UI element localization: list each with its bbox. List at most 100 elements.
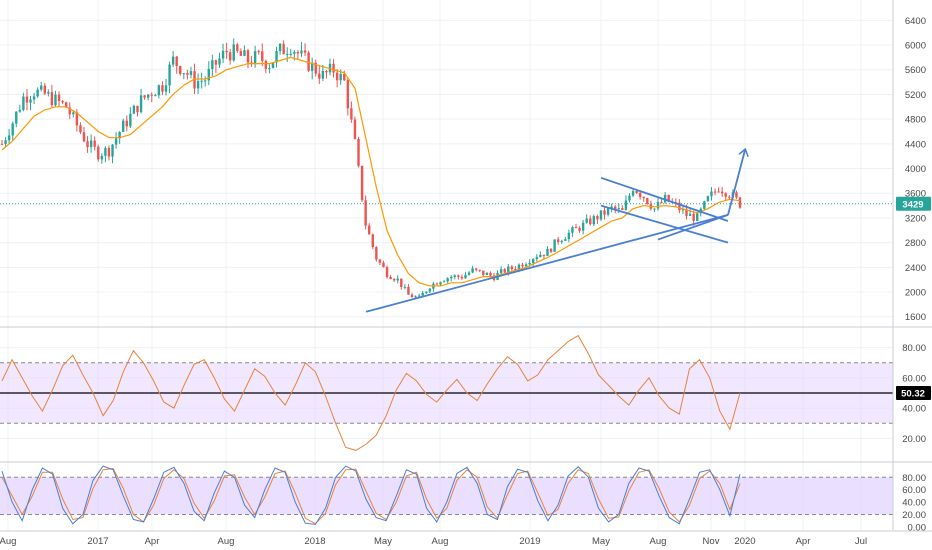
candle-body bbox=[79, 125, 82, 133]
candle-body bbox=[592, 216, 596, 225]
time-scale-tick-label: Nov bbox=[703, 536, 720, 547]
price-scale-tick-label: 2400 bbox=[905, 263, 926, 274]
candle-body bbox=[168, 64, 171, 86]
candle-body bbox=[40, 85, 43, 90]
candle-body bbox=[599, 210, 603, 220]
candle-body bbox=[678, 202, 681, 211]
rsi-scale-tick-label: 80.00 bbox=[902, 343, 926, 354]
price-scale[interactable]: 1600 2000 2400 2800 3200 3600 4000 4400 4800 5200… bbox=[902, 16, 926, 534]
candle-body bbox=[7, 135, 11, 141]
candle-body bbox=[171, 56, 175, 65]
price-scale-tick-label: 3200 bbox=[905, 213, 926, 224]
trendline bbox=[600, 176, 729, 222]
candle-body bbox=[638, 193, 642, 197]
candle-body bbox=[353, 119, 357, 139]
candle-body bbox=[703, 201, 706, 209]
candle-body bbox=[392, 279, 396, 281]
candle-body bbox=[214, 60, 218, 65]
candle-body bbox=[29, 99, 32, 103]
candle-body bbox=[221, 50, 225, 59]
last-value-tags: 3429 50.32 bbox=[896, 196, 931, 400]
candle-body bbox=[435, 283, 439, 285]
candle-body bbox=[36, 89, 39, 97]
candle-body bbox=[182, 73, 186, 75]
candle-body bbox=[161, 85, 164, 92]
candle-body bbox=[585, 218, 588, 223]
candle-body bbox=[631, 191, 635, 196]
stochastic-scale-tick-label: 80.00 bbox=[902, 473, 926, 484]
candle-body bbox=[521, 264, 524, 267]
candle-body bbox=[385, 267, 389, 278]
stochastic-scale-tick-label: 20.00 bbox=[902, 510, 926, 521]
candle-body bbox=[382, 262, 385, 268]
trendline-annotations bbox=[365, 150, 745, 313]
time-scale-tick-label: Apr bbox=[145, 536, 160, 547]
candle-body bbox=[389, 277, 392, 280]
candle-body bbox=[75, 112, 79, 126]
candle-body bbox=[364, 200, 367, 226]
candle-body bbox=[278, 43, 282, 51]
candle-body bbox=[314, 62, 317, 74]
candle-body bbox=[407, 286, 410, 295]
candle-body bbox=[624, 200, 628, 210]
candle-body bbox=[4, 140, 7, 144]
candle-body bbox=[189, 71, 193, 75]
candle-body bbox=[300, 50, 303, 54]
candle-body bbox=[228, 52, 232, 61]
time-scale-tick-label: May bbox=[374, 536, 392, 547]
candle-body bbox=[696, 213, 699, 221]
candle-body bbox=[64, 102, 68, 108]
candle-body bbox=[542, 254, 546, 256]
candle-body bbox=[271, 62, 275, 68]
price-scale-tick-label: 6000 bbox=[905, 41, 926, 52]
candle-body bbox=[503, 269, 506, 273]
grid-lines bbox=[0, 0, 893, 530]
candle-body bbox=[118, 131, 121, 139]
candle-body bbox=[125, 120, 128, 127]
time-scale-tick-label: Aug bbox=[218, 536, 235, 547]
candle-body bbox=[517, 264, 521, 270]
candle-body bbox=[410, 294, 414, 298]
candle-body bbox=[268, 67, 271, 69]
trendline bbox=[657, 214, 729, 241]
candle-body bbox=[25, 96, 29, 103]
candle-body bbox=[667, 194, 670, 202]
candle-body bbox=[257, 51, 260, 53]
candle-body bbox=[553, 239, 556, 252]
candle-body bbox=[660, 202, 663, 204]
candle-body bbox=[57, 94, 61, 102]
candle-body bbox=[282, 43, 285, 55]
candle-body bbox=[596, 216, 599, 220]
candle-body bbox=[546, 248, 549, 256]
candle-body bbox=[200, 80, 203, 82]
candle-body bbox=[97, 146, 100, 160]
candle-body bbox=[642, 196, 645, 199]
candle-body bbox=[47, 92, 50, 94]
rsi-scale-tick-label: 40.00 bbox=[902, 404, 926, 415]
candle-body bbox=[681, 209, 685, 211]
candle-body bbox=[207, 68, 210, 81]
candle-body bbox=[157, 85, 161, 96]
panel-separators bbox=[0, 0, 932, 532]
candle-body bbox=[143, 95, 146, 98]
candle-body bbox=[307, 52, 310, 71]
candle-body bbox=[289, 53, 292, 55]
candle-body bbox=[567, 232, 571, 240]
rsi-last-value-tag-background bbox=[896, 385, 931, 400]
projection-arrow bbox=[727, 150, 745, 216]
candle-body bbox=[442, 281, 446, 283]
time-scale[interactable]: Aug 2017 Apr Aug 2018 May Aug 2019 May Aug Nov 2020… bbox=[0, 536, 867, 547]
candle-body bbox=[186, 73, 189, 75]
candle-body bbox=[264, 60, 268, 69]
candle-body bbox=[606, 208, 610, 215]
candle-body bbox=[378, 259, 382, 263]
candle-body bbox=[179, 66, 182, 74]
candle-body bbox=[478, 269, 481, 271]
candle-body bbox=[499, 269, 503, 274]
candle-body bbox=[417, 295, 421, 297]
candle-body bbox=[535, 257, 538, 260]
price-scale-tick-label: 5600 bbox=[905, 65, 926, 76]
candle-body bbox=[489, 272, 492, 276]
candle-body bbox=[114, 138, 118, 145]
candle-body bbox=[104, 147, 107, 156]
